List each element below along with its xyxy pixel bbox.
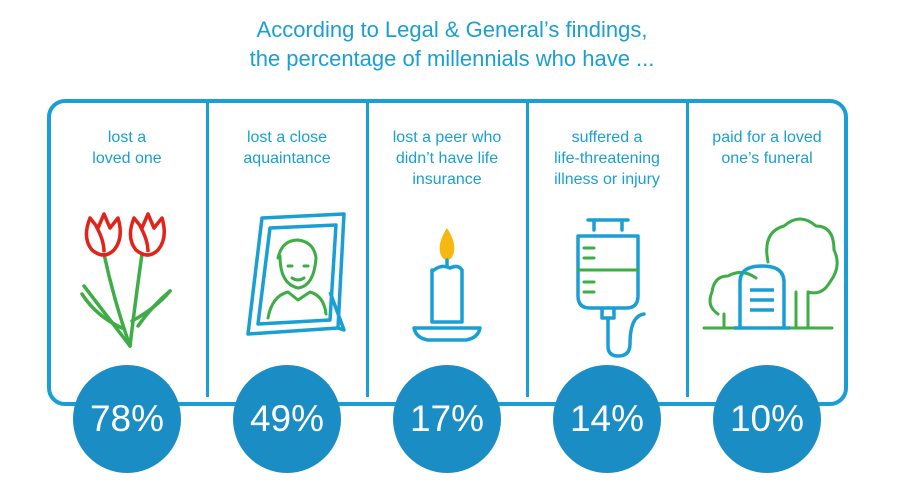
label-line: illness or injury	[554, 171, 660, 188]
panel-divider	[366, 101, 369, 397]
chart-title: According to Legal & General’s findings,…	[0, 15, 904, 73]
candle-icon	[372, 196, 522, 358]
label-line: life-threatening	[554, 150, 660, 167]
label-line: insurance	[412, 171, 482, 188]
category-label-suffered-illness-injury: suffered a life-threatening illness or i…	[532, 127, 682, 190]
label-line: didn’t have life	[395, 150, 499, 167]
label-line: lost a close	[246, 129, 328, 146]
title-line-1: According to Legal & General’s findings,	[256, 17, 648, 42]
label-line: one’s funeral	[721, 150, 813, 167]
value-circle-suffered-illness-injury: 14%	[553, 365, 661, 473]
label-line: paid for a loved	[712, 129, 822, 146]
label-line: suffered a	[571, 129, 643, 146]
iv-drip-icon	[532, 196, 682, 358]
value-circle-lost-close-aquaintance: 49%	[233, 365, 341, 473]
label-line: lost a	[107, 129, 147, 146]
label-line: aquaintance	[243, 150, 331, 167]
panel-divider	[206, 101, 209, 397]
gravestone-trees-icon	[692, 196, 842, 358]
panel-divider	[686, 101, 689, 397]
category-label-paid-funeral: paid for a loved one’s funeral	[692, 127, 842, 169]
value-circle-lost-peer-no-insurance: 17%	[393, 365, 501, 473]
category-label-lost-peer-no-insurance: lost a peer who didn’t have life insuran…	[372, 127, 522, 190]
category-label-lost-close-aquaintance: lost a close aquaintance	[212, 127, 362, 169]
title-line-2: the percentage of millennials who have .…	[249, 46, 655, 71]
label-line: loved one	[92, 150, 162, 167]
category-label-lost-loved-one: lost a loved one	[52, 127, 202, 169]
portrait-frame-icon	[212, 196, 362, 358]
value-circle-lost-loved-one: 78%	[73, 365, 181, 473]
tulips-icon	[52, 196, 202, 358]
label-line: lost a peer who	[392, 129, 502, 146]
value-circle-paid-funeral: 10%	[713, 365, 821, 473]
panel-divider	[526, 101, 529, 397]
